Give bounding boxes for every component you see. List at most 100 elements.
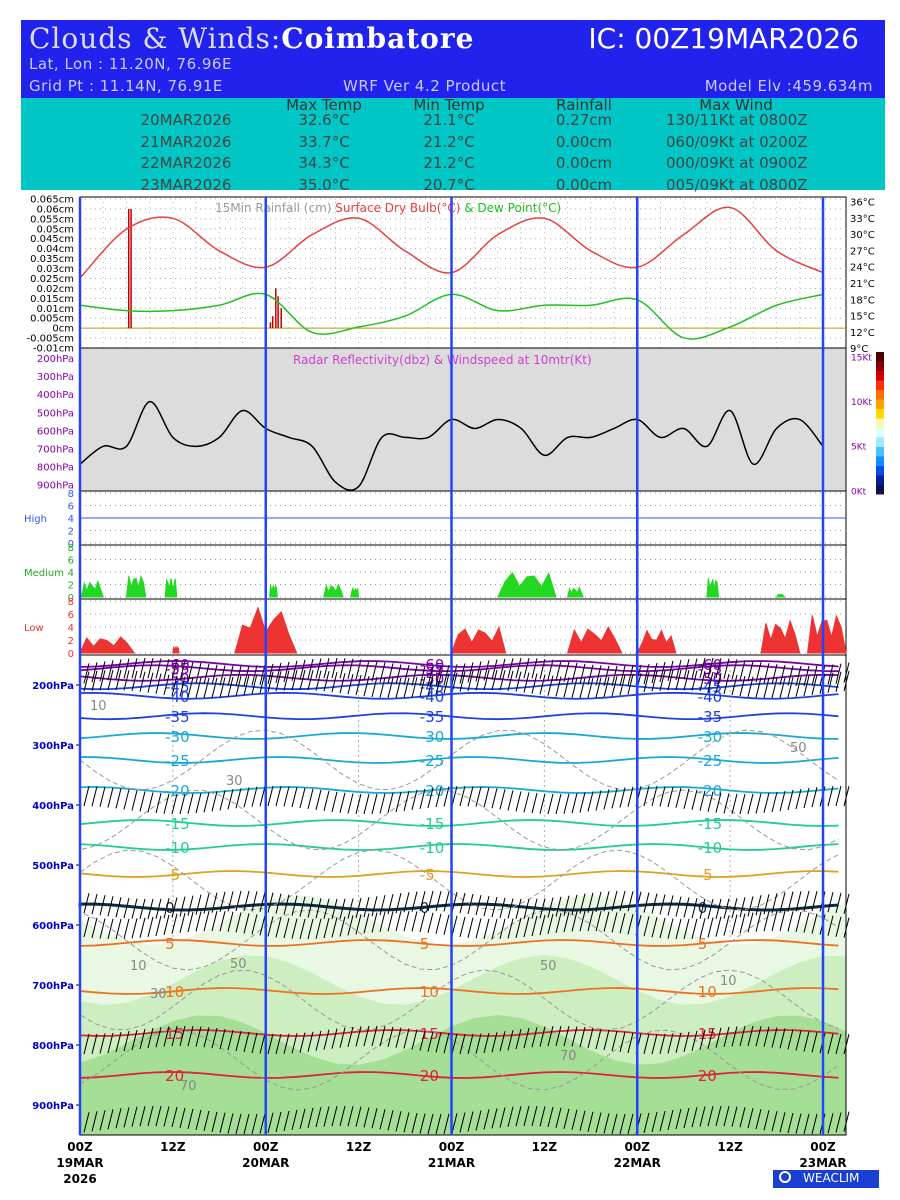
wind-barb bbox=[563, 1108, 570, 1129]
wind-barb bbox=[139, 898, 146, 920]
summary-cell-wind: 060/09Kt at 0200Z bbox=[666, 132, 808, 151]
wind-barb bbox=[771, 893, 778, 914]
temp-tick-label: 36°C bbox=[850, 198, 875, 209]
wind-barb bbox=[227, 891, 234, 912]
dbz-colorbar-cell bbox=[876, 428, 884, 438]
wind-barb bbox=[403, 1028, 410, 1049]
wind-barb bbox=[795, 676, 802, 697]
contour-label: -40 bbox=[420, 688, 445, 706]
wind-barb bbox=[539, 658, 546, 680]
wind-barb bbox=[763, 911, 770, 932]
wind-barb bbox=[171, 913, 178, 934]
dbz-colorbar-cell bbox=[876, 409, 884, 419]
wind-barb bbox=[603, 891, 610, 912]
x-tick-label: 00Z bbox=[439, 1140, 465, 1154]
wind-barb bbox=[395, 664, 402, 685]
wind-barb bbox=[387, 677, 394, 699]
temp-tick-label: 27°C bbox=[850, 246, 875, 257]
summary-cell-max: 35.0°C bbox=[298, 175, 350, 194]
wind-barb bbox=[267, 663, 274, 685]
wind-barb bbox=[779, 664, 786, 686]
x-tick-label: 00Z bbox=[810, 1140, 836, 1154]
wind-barb bbox=[323, 898, 330, 919]
wind-barb bbox=[555, 676, 562, 697]
wind-barb bbox=[643, 785, 650, 807]
radar-tick-label: 900hPa bbox=[37, 481, 74, 492]
humidity-label: 30 bbox=[226, 774, 243, 789]
rain-tick-label: 0.005cm bbox=[30, 314, 74, 325]
wind-barb bbox=[771, 791, 778, 813]
wind-barb bbox=[99, 661, 106, 682]
temp-tick-label: 15°C bbox=[850, 312, 875, 323]
wind-barb bbox=[147, 1027, 154, 1049]
humidity-label: 70 bbox=[560, 1049, 577, 1064]
wind-barb bbox=[131, 670, 138, 692]
wind-barb bbox=[723, 915, 730, 936]
x-date-label: 22MAR bbox=[614, 1156, 661, 1170]
cloud-tick-label: 0 bbox=[68, 593, 74, 604]
dbz-colorbar-cell bbox=[876, 485, 884, 495]
wind-barb bbox=[467, 786, 474, 807]
wind-barb bbox=[163, 898, 170, 919]
wind-barb bbox=[323, 1029, 330, 1050]
wind-barb bbox=[483, 918, 490, 939]
wind-barb bbox=[611, 890, 618, 912]
wind-barb bbox=[291, 786, 298, 808]
wind-barb bbox=[315, 1030, 322, 1051]
wind-barb bbox=[419, 1030, 426, 1051]
wind-barb bbox=[651, 671, 658, 692]
wind-barb bbox=[443, 1113, 450, 1134]
wind-barb bbox=[243, 1032, 250, 1053]
wind-barb bbox=[115, 659, 122, 680]
wind-barb bbox=[131, 790, 138, 811]
chart-title: Clouds & Winds:Coimbatore bbox=[29, 22, 475, 55]
logo-text: WEACLIM bbox=[803, 1171, 860, 1185]
contour-label: 20 bbox=[698, 1067, 717, 1085]
wind-barb bbox=[147, 657, 154, 679]
wind-barb bbox=[243, 665, 250, 686]
wind-barb bbox=[395, 1027, 402, 1048]
wind-barb bbox=[243, 787, 250, 808]
wind-barb bbox=[363, 897, 370, 918]
wind-barb bbox=[187, 1026, 194, 1047]
contour-label: -35 bbox=[698, 708, 723, 726]
wind-barb bbox=[435, 674, 442, 695]
wind-barb bbox=[595, 1112, 602, 1133]
wind-barb bbox=[611, 676, 618, 697]
wind-barb bbox=[147, 672, 154, 693]
humidity-fill bbox=[80, 1015, 846, 1135]
wind-barb bbox=[691, 1030, 698, 1051]
contour-label: 5 bbox=[165, 935, 175, 953]
wind-barb bbox=[571, 894, 578, 915]
dbz-colorbar-cell bbox=[876, 380, 884, 390]
wind-barb bbox=[251, 673, 258, 695]
wind-barb bbox=[427, 665, 434, 687]
summary-cell-min: 21.2°C bbox=[423, 132, 475, 151]
radar-tick-label: 300hPa bbox=[37, 372, 74, 383]
wind-barb bbox=[299, 787, 306, 808]
contour-label: -35 bbox=[165, 708, 190, 726]
wind-barb bbox=[179, 1025, 186, 1047]
wind-barb bbox=[643, 1033, 650, 1055]
wind-barb bbox=[147, 916, 154, 938]
wind-barb bbox=[371, 676, 378, 698]
grid-point: Grid Pt : 11.14N, 76.91E bbox=[29, 77, 223, 95]
wind-barb bbox=[203, 792, 210, 813]
contour-label: -15 bbox=[698, 815, 723, 833]
humidity-contour bbox=[79, 729, 839, 791]
wind-barb bbox=[195, 911, 202, 932]
rain-tick-label: 0.06cm bbox=[36, 204, 74, 215]
wind-barb bbox=[163, 793, 170, 814]
wind-barb bbox=[467, 917, 474, 938]
wind-barb bbox=[419, 911, 426, 933]
wind-barb bbox=[275, 785, 282, 807]
wind-barb bbox=[523, 1105, 530, 1127]
x-date-label: 23MAR bbox=[799, 1156, 846, 1170]
cloud-tick-label: 6 bbox=[68, 610, 74, 621]
wind-barb bbox=[603, 911, 610, 932]
summary-cell-min: 20.7°C bbox=[423, 175, 475, 194]
wind-barb bbox=[835, 916, 842, 937]
wind-barb bbox=[491, 788, 498, 809]
humidity-label: 50 bbox=[540, 959, 557, 974]
cloud-cover-area bbox=[323, 583, 344, 598]
